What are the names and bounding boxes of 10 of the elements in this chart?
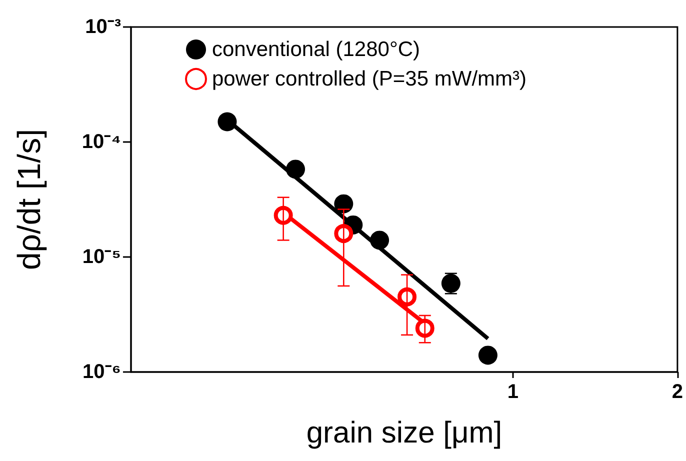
y-tick-label: 10⁻⁵ xyxy=(82,246,121,268)
legend-label: power controlled (P=35 mW/mm³) xyxy=(212,68,526,90)
y-tick-label: 10⁻³ xyxy=(85,16,122,38)
x-tick-label: 1 xyxy=(507,381,519,403)
y-axis-title: dρ/dt [1/s] xyxy=(11,129,47,270)
x-axis-title: grain size [μm] xyxy=(306,416,502,450)
y-tick-label: 10⁻⁶ xyxy=(82,361,121,383)
legend-label: conventional (1280°C) xyxy=(212,38,420,61)
y-tick-label: 10⁻⁴ xyxy=(82,131,121,153)
x-tick-label: 2 xyxy=(672,381,683,403)
